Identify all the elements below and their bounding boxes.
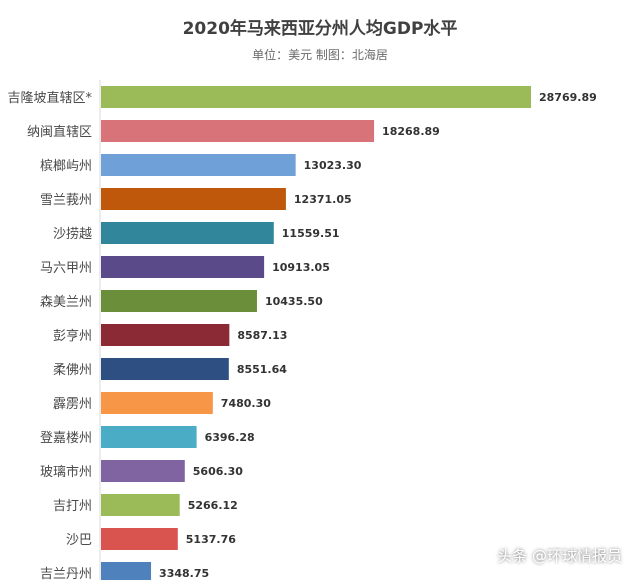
bar <box>101 528 178 550</box>
data-label: 7480.30 <box>221 397 271 410</box>
bar <box>101 324 230 346</box>
data-label: 10435.50 <box>265 295 323 308</box>
category-label: 森美兰州 <box>40 295 92 310</box>
bar <box>101 290 257 312</box>
bar <box>101 222 274 244</box>
data-label: 3348.75 <box>159 567 209 580</box>
data-label: 11559.51 <box>282 227 340 240</box>
data-label: 5137.76 <box>186 533 236 546</box>
data-label: 28769.89 <box>539 91 597 104</box>
category-label: 玻璃市州 <box>40 464 92 480</box>
category-label: 吉兰丹州 <box>40 567 92 580</box>
category-label: 雪兰莪州 <box>40 193 92 208</box>
chart-title: 2020年马来西亚分州人均GDP水平 <box>182 19 458 39</box>
data-label: 10913.05 <box>272 261 330 274</box>
category-label: 纳闽直辖区 <box>27 124 92 140</box>
data-label: 13023.30 <box>304 159 362 172</box>
data-label: 18268.89 <box>382 125 440 138</box>
category-label: 吉打州 <box>53 499 92 514</box>
watermark: 头条 @环球情报员 <box>497 547 622 565</box>
bar <box>101 494 180 516</box>
bar <box>101 188 286 210</box>
category-label: 吉隆坡直辖区* <box>7 90 92 106</box>
category-label: 沙巴 <box>66 533 92 548</box>
chart-subtitle: 单位：美元 制图：北海居 <box>252 48 388 62</box>
category-label: 槟榔屿州 <box>40 158 92 174</box>
bar <box>101 460 185 482</box>
bar <box>101 426 197 448</box>
category-label: 柔佛州 <box>53 363 92 378</box>
bar <box>101 154 296 176</box>
bar <box>101 256 265 278</box>
bar <box>101 392 213 414</box>
bar <box>101 86 531 108</box>
data-label: 5606.30 <box>193 465 243 478</box>
data-label: 12371.05 <box>294 193 352 206</box>
bar <box>101 358 229 380</box>
data-label: 8587.13 <box>237 329 287 342</box>
bar <box>101 120 375 142</box>
category-label: 登嘉楼州 <box>40 431 92 446</box>
data-label: 6396.28 <box>205 431 255 444</box>
category-label: 彭亨州 <box>53 328 92 344</box>
category-label: 霹雳州 <box>53 397 92 412</box>
bar <box>101 562 152 580</box>
data-label: 8551.64 <box>237 363 287 376</box>
category-label: 马六甲州 <box>40 261 92 276</box>
data-label: 5266.12 <box>188 499 238 512</box>
category-label: 沙捞越 <box>53 226 92 242</box>
